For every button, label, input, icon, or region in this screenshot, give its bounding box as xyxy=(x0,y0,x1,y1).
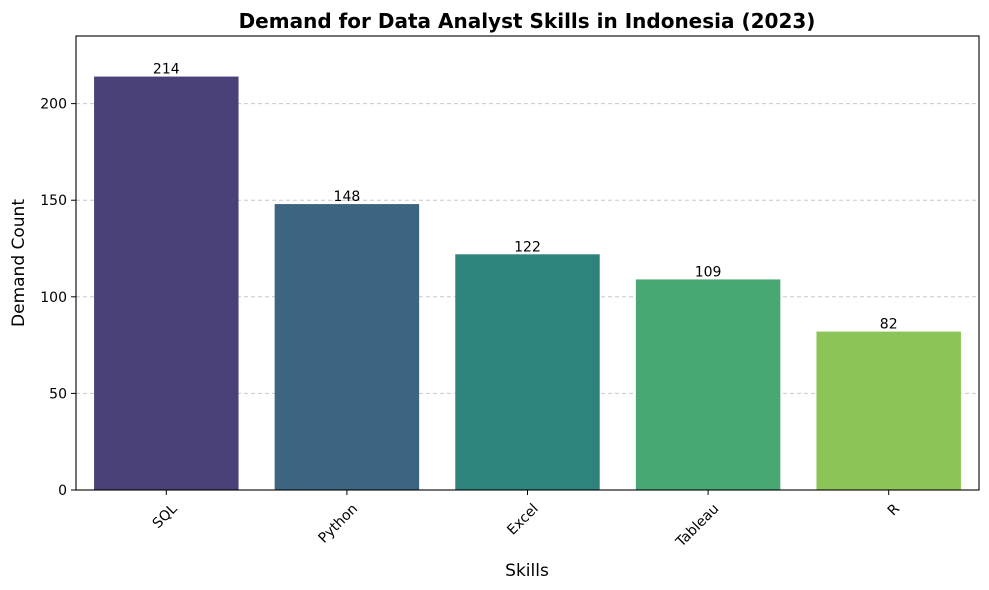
data-label: 214 xyxy=(153,62,180,78)
data-label: 122 xyxy=(514,239,541,255)
x-tick-label: Python xyxy=(316,501,362,547)
bar-python xyxy=(274,204,420,490)
x-tick-label: R xyxy=(885,501,903,519)
bars xyxy=(94,76,961,490)
y-tick-label: 100 xyxy=(40,290,67,306)
bar-r xyxy=(816,331,961,490)
y-tick-label: 200 xyxy=(40,97,67,113)
x-tick-label: SQL xyxy=(150,501,181,532)
chart-title: Demand for Data Analyst Skills in Indone… xyxy=(239,9,816,33)
bar-excel xyxy=(455,254,600,490)
x-tick-label: Tableau xyxy=(672,501,722,551)
bar-tableau xyxy=(635,279,781,490)
data-label: 82 xyxy=(880,317,898,333)
data-label: 148 xyxy=(334,189,361,205)
data-labels: 214 148 122 109 82 xyxy=(153,62,898,333)
y-axis-ticks: 0 50 100 150 200 xyxy=(40,97,76,499)
y-tick-label: 50 xyxy=(49,386,67,402)
x-tick-label: Excel xyxy=(504,501,542,539)
bar-sql xyxy=(94,76,239,490)
x-axis-ticks: SQL Python Excel Tableau R xyxy=(150,490,903,551)
y-axis-label: Demand Count xyxy=(9,199,29,327)
y-tick-label: 0 xyxy=(58,483,67,499)
x-axis-label: Skills xyxy=(505,561,549,581)
data-label: 109 xyxy=(695,264,722,280)
y-tick-label: 150 xyxy=(40,193,67,209)
